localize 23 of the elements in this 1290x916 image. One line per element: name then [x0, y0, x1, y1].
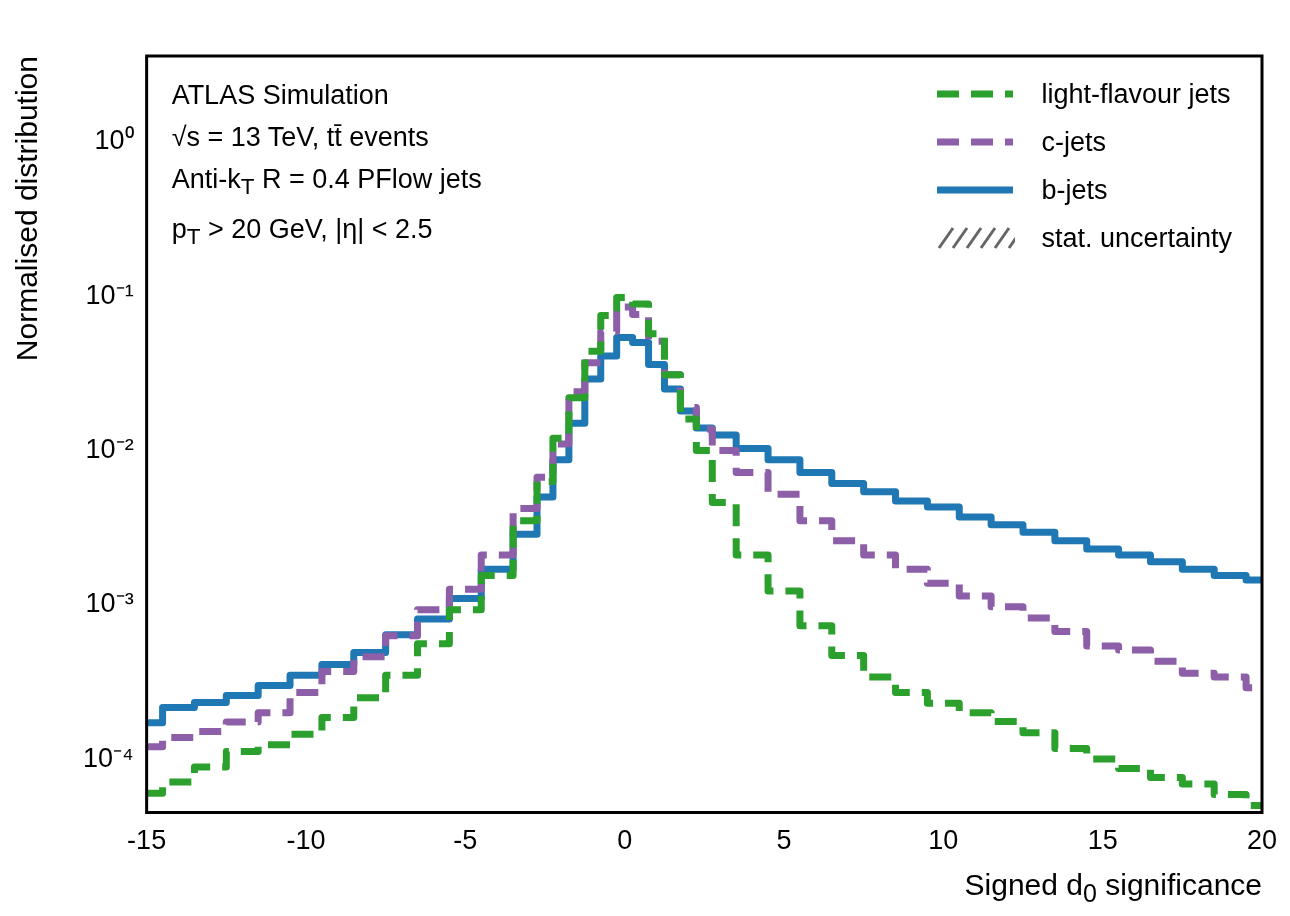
annotation: √s = 13 TeV, tt̄ events — [171, 121, 430, 154]
y-tick-label: 10⁻¹ — [85, 279, 134, 310]
x-axis-title: Signed d$_{0}$ significance — [964, 867, 1262, 908]
x-tick-label: 0 — [617, 825, 633, 856]
legend-label: b-jets — [1041, 174, 1108, 206]
x-tick-label: 10 — [928, 825, 959, 856]
x-tick-label: -15 — [127, 825, 167, 856]
y-tick-label: 10⁰ — [94, 125, 134, 156]
legend-label: light-flavour jets — [1041, 78, 1231, 110]
y-axis-title: Normalised distribution — [10, 56, 44, 362]
y-tick-label: 10⁻² — [85, 433, 134, 464]
annotation: ATLAS Simulation — [171, 79, 390, 112]
x-tick-label: -5 — [453, 825, 478, 856]
x-tick-label: 5 — [776, 825, 792, 856]
annotation: Anti-k$_{T}$ R = 0.4 PFlow jets — [171, 163, 482, 202]
legend-label: c-jets — [1041, 126, 1106, 158]
y-tick-label: 10⁻⁴ — [82, 742, 134, 773]
x-tick-label: -10 — [286, 825, 326, 856]
annotation: p$_{T}$ > 20 GeV, |η| < 2.5 — [171, 213, 434, 252]
annotation: stat. uncertainty — [1041, 222, 1232, 254]
x-tick-label: 20 — [1246, 825, 1278, 856]
y-tick-label: 10⁻³ — [85, 588, 134, 619]
x-tick-label: 15 — [1087, 825, 1118, 856]
